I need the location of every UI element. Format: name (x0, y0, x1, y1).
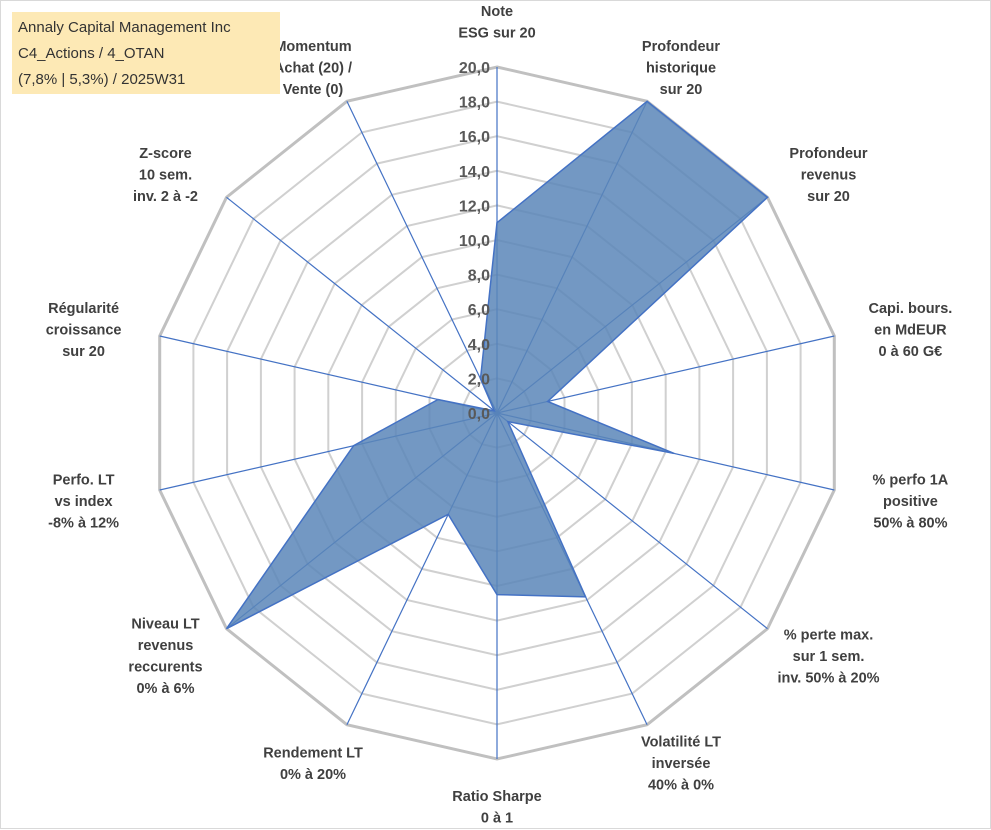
axis-label-4-line-2: 50% à 80% (873, 516, 947, 532)
axis-label-12-line-0: Z-score (139, 146, 191, 162)
axis-label-4-line-1: positive (883, 494, 938, 510)
axis-spoke-12 (226, 196, 498, 414)
title-line-period: (7,8% | 5,3%) / 2025W31 (18, 71, 186, 88)
axis-label-2: Profondeur revenus sur 20 (789, 146, 867, 205)
axis-label-5: % perte max. sur 1 sem. inv. 50% à 20% (777, 627, 879, 686)
axis-labels: Note ESG sur 20 Profondeur historique sur 20… (46, 4, 953, 827)
axis-label-4-line-0: % perfo 1A (873, 473, 949, 489)
axis-spoke-13 (346, 101, 498, 414)
tick-label-0: 0,0 (468, 406, 490, 423)
data-series (225, 100, 769, 630)
axis-label-1-line-2: sur 20 (660, 82, 703, 98)
axis-label-5-line-0: % perte max. (784, 627, 873, 643)
axis-label-1-line-0: Profondeur (642, 39, 720, 55)
chart-title-box: Annaly Capital Management Inc C4_Actions… (12, 12, 280, 94)
axis-label-11-line-2: sur 20 (62, 344, 105, 360)
axis-label-7: Ratio Sharpe 0 à 1 (452, 789, 541, 827)
axis-label-2-line-1: revenus (801, 168, 857, 184)
tick-label-8: 16,0 (459, 129, 490, 146)
axis-label-11-line-1: croissance (46, 322, 122, 338)
axis-label-5-line-1: sur 1 sem. (793, 649, 865, 665)
tick-label-1: 2,0 (468, 371, 490, 388)
axis-spoke-3 (496, 335, 835, 414)
axis-label-8-line-0: Rendement LT (263, 745, 363, 761)
axis-label-1-line-1: historique (646, 61, 716, 77)
tick-label-9: 18,0 (459, 95, 490, 112)
axis-label-12-line-2: inv. 2 à -2 (133, 189, 198, 205)
axis-label-0: Note ESG sur 20 (458, 4, 535, 42)
axis-label-5-line-2: inv. 50% à 20% (777, 670, 879, 686)
title-line-category: C4_Actions / 4_OTAN (18, 45, 165, 62)
axis-label-10-line-2: -8% à 12% (48, 516, 119, 532)
axis-label-7-line-0: Ratio Sharpe (452, 789, 541, 805)
axis-label-8-line-1: 0% à 20% (280, 767, 346, 783)
axis-label-2-line-0: Profondeur (789, 146, 867, 162)
tick-label-7: 14,0 (459, 164, 490, 181)
axis-label-3: Capi. bours. en MdEUR 0 à 60 G€ (869, 301, 953, 360)
axis-label-13-line-0: Momentum (274, 39, 351, 55)
axis-label-3-line-0: Capi. bours. (869, 301, 953, 317)
axis-label-1: Profondeur historique sur 20 (642, 39, 720, 98)
axis-label-8: Rendement LT 0% à 20% (263, 745, 363, 783)
axis-label-9-line-1: revenus (138, 638, 194, 654)
axis-label-10: Perfo. LT vs index -8% à 12% (48, 473, 119, 532)
axis-label-6-line-0: Volatilité LT (641, 735, 721, 751)
axis-label-4: % perfo 1A positive 50% à 80% (873, 473, 949, 532)
axis-label-10-line-0: Perfo. LT (53, 473, 115, 489)
axis-label-11: Régularité croissance sur 20 (46, 301, 122, 360)
axis-label-11-line-0: Régularité (48, 301, 119, 317)
tick-label-5: 10,0 (459, 233, 490, 250)
axis-spoke-5 (496, 412, 768, 630)
tick-label-3: 6,0 (468, 302, 490, 319)
axis-label-3-line-1: en MdEUR (874, 322, 947, 338)
axis-label-13-line-2: Vente (0) (283, 82, 344, 98)
axis-label-3-line-2: 0 à 60 G€ (879, 344, 943, 360)
tick-label-10: 20,0 (459, 60, 490, 77)
axis-label-9: Niveau LT revenus reccurents 0% à 6% (128, 617, 202, 698)
tick-labels: 0,0 2,0 4,0 6,0 8,0 10,0 12,0 14,0 16,0 18,0 20,0 (459, 60, 490, 423)
axis-label-0-line-0: Note (481, 4, 513, 20)
title-line-company: Annaly Capital Management Inc (18, 19, 231, 36)
axis-label-2-line-2: sur 20 (807, 189, 850, 205)
axis-label-9-line-3: 0% à 6% (136, 681, 194, 697)
axis-label-6-line-2: 40% à 0% (648, 778, 714, 794)
axis-label-12-line-1: 10 sem. (139, 168, 192, 184)
axis-label-6-line-1: inversée (652, 756, 711, 772)
axis-label-9-line-0: Niveau LT (131, 617, 199, 633)
axis-label-7-line-1: 0 à 1 (481, 811, 513, 827)
axis-label-0-line-1: ESG sur 20 (458, 26, 535, 42)
axis-label-13: Momentum Achat (20) / Vente (0) (274, 39, 352, 98)
tick-label-6: 12,0 (459, 198, 490, 215)
axis-label-6: Volatilité LT inversée 40% à 0% (641, 735, 721, 794)
series-area (225, 100, 769, 630)
tick-label-4: 8,0 (468, 268, 490, 285)
axis-label-12: Z-score 10 sem. inv. 2 à -2 (133, 146, 198, 205)
axis-label-10-line-1: vs index (55, 494, 113, 510)
axis-label-9-line-2: reccurents (128, 660, 202, 676)
tick-label-2: 4,0 (468, 337, 490, 354)
axis-label-13-line-1: Achat (20) / (274, 61, 352, 77)
